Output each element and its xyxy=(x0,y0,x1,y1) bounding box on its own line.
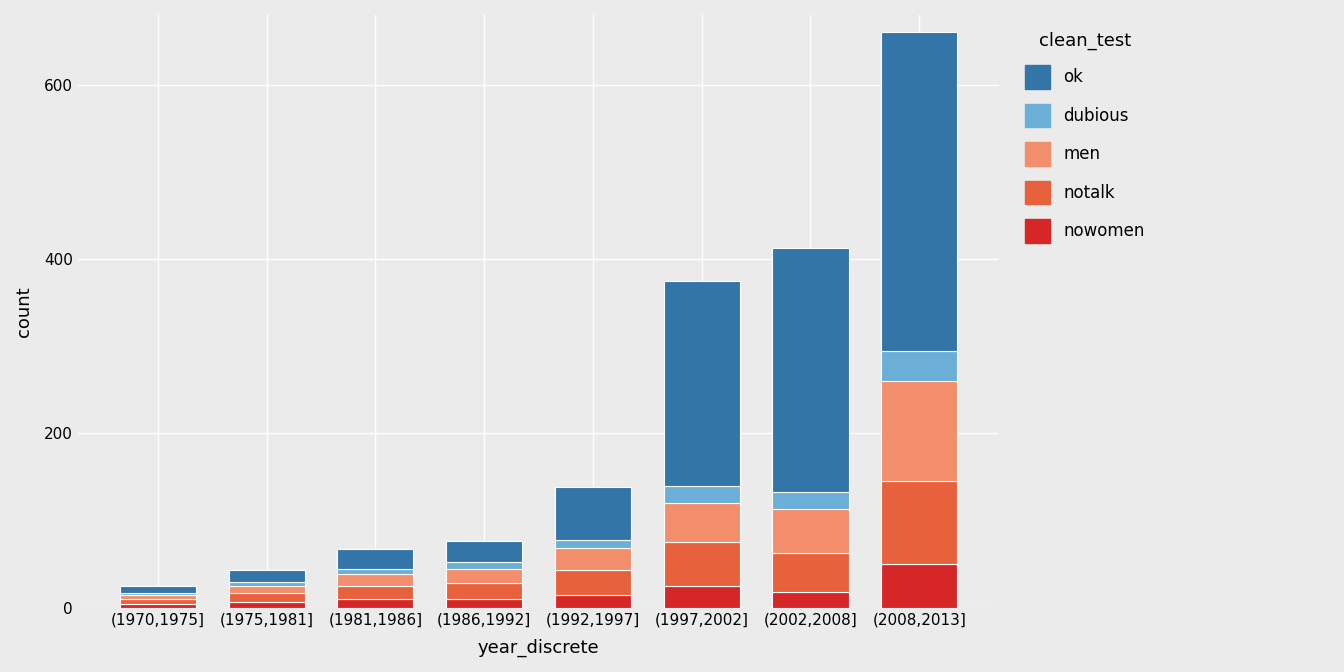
Bar xyxy=(337,586,414,599)
Bar xyxy=(228,583,305,586)
Bar xyxy=(773,509,848,553)
Bar xyxy=(446,562,523,569)
Legend: ok, dubious, men, notalk, nowomen: ok, dubious, men, notalk, nowomen xyxy=(1016,24,1153,251)
Bar xyxy=(555,571,632,595)
Bar xyxy=(446,583,523,599)
Bar xyxy=(882,32,957,351)
Bar xyxy=(228,601,305,607)
Bar xyxy=(664,586,739,607)
Bar xyxy=(446,541,523,562)
Bar xyxy=(228,571,305,583)
Bar xyxy=(120,604,196,607)
Bar xyxy=(882,351,957,381)
Bar xyxy=(337,599,414,607)
Bar xyxy=(120,593,196,595)
Bar xyxy=(120,586,196,593)
Bar xyxy=(773,248,848,492)
Bar xyxy=(555,540,632,548)
Bar xyxy=(555,595,632,607)
Bar xyxy=(228,593,305,601)
X-axis label: year_discrete: year_discrete xyxy=(477,638,599,657)
Bar xyxy=(337,574,414,586)
Bar xyxy=(120,595,196,599)
Bar xyxy=(773,553,848,592)
Bar xyxy=(555,487,632,540)
Bar xyxy=(446,599,523,607)
Bar xyxy=(664,486,739,503)
Bar xyxy=(337,549,414,569)
Bar xyxy=(664,503,739,542)
Bar xyxy=(882,481,957,564)
Bar xyxy=(882,381,957,481)
Bar xyxy=(228,586,305,593)
Bar xyxy=(337,569,414,574)
Bar xyxy=(120,599,196,604)
Bar xyxy=(446,569,523,583)
Bar xyxy=(664,542,739,586)
Y-axis label: count: count xyxy=(15,286,34,337)
Bar xyxy=(664,281,739,486)
Bar xyxy=(882,564,957,607)
Bar xyxy=(773,592,848,607)
Bar xyxy=(773,492,848,509)
Bar xyxy=(555,548,632,571)
